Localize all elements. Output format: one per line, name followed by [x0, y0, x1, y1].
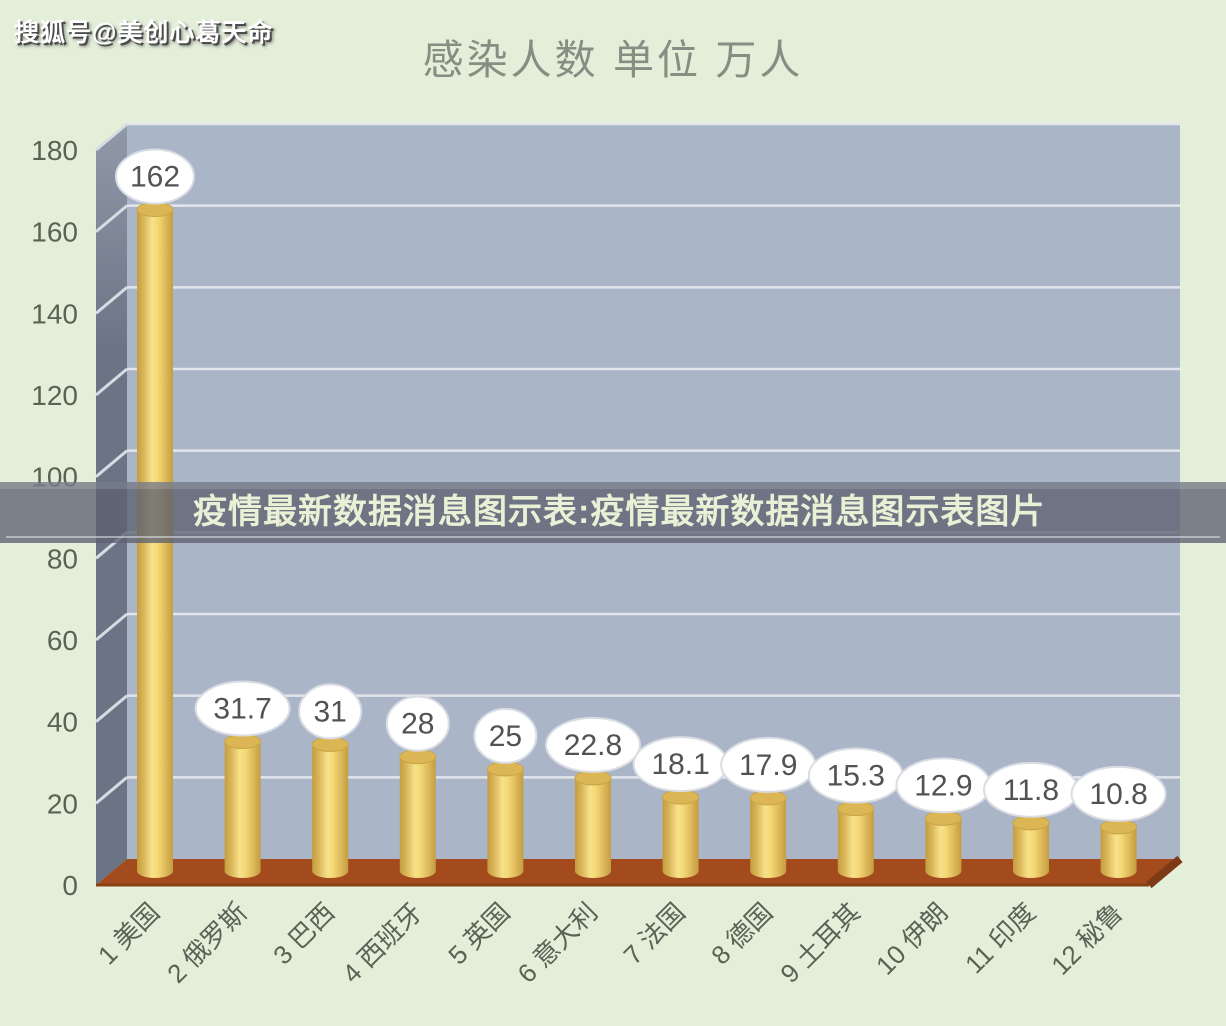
bar-cylinder-body	[1013, 822, 1049, 871]
caption-text: 疫情最新数据消息图示表:疫情最新数据消息图示表图片	[193, 493, 1046, 531]
side-wall-gridstub	[95, 612, 128, 642]
category-label: 7 法国	[618, 897, 691, 970]
value-bubble	[385, 695, 450, 752]
y-tick-label: 160	[31, 217, 78, 248]
caption-banner: 疫情最新数据消息图示表:疫情最新数据消息图示表图片	[0, 482, 1226, 543]
value-label: 11.8	[1003, 774, 1059, 807]
value-bubble	[115, 148, 195, 205]
value-bubble	[1070, 765, 1167, 822]
value-label: 12.9	[914, 769, 972, 802]
value-bubble	[194, 680, 291, 737]
y-tick-label: 0	[62, 870, 78, 901]
bar-cylinder-top	[311, 736, 349, 752]
category-label: 5 英国	[442, 897, 515, 970]
bar-cylinder-top	[749, 790, 787, 806]
value-bubble	[473, 707, 538, 764]
y-tick-label: 180	[31, 135, 78, 166]
bar-cylinder-body	[750, 797, 787, 871]
value-label: 31	[314, 695, 347, 728]
category-label: 3 巴西	[267, 897, 340, 970]
category-label: 9 土耳其	[774, 897, 866, 989]
bar-cylinder-top	[399, 749, 437, 765]
y-tick-label: 120	[31, 380, 78, 411]
bar-cylinder-body	[312, 744, 349, 871]
floor	[96, 859, 1180, 885]
y-tick-label: 60	[47, 625, 78, 656]
bar-cylinder-body	[575, 777, 611, 871]
y-tick-label: 80	[47, 543, 78, 574]
bar-cylinder-body	[487, 768, 524, 871]
side-wall-gridstub	[95, 286, 128, 315]
bar-cylinder-body	[925, 818, 962, 871]
category-label: 12 秘鲁	[1045, 897, 1129, 981]
bar-cylinder-top	[1012, 815, 1050, 831]
category-label: 10 伊朗	[870, 897, 954, 981]
side-wall-gridstub	[95, 776, 128, 805]
bar-cylinder-top	[574, 770, 612, 786]
bar-cylinder-top	[837, 801, 875, 817]
side-wall-gridstub	[95, 204, 128, 233]
category-label: 8 德国	[705, 897, 778, 970]
value-label: 28	[401, 708, 434, 741]
category-label: 6 意大利	[512, 897, 604, 989]
y-tick-label: 20	[47, 788, 78, 819]
value-label: 25	[489, 720, 522, 753]
bar-cylinder-top	[136, 202, 174, 217]
value-label: 15.3	[827, 760, 885, 793]
side-wall-gridstub	[95, 694, 128, 723]
bar-cylinder-body	[837, 808, 874, 871]
side-wall-gridstub	[95, 367, 128, 397]
value-label: 31.7	[213, 693, 271, 726]
category-label: 1 美国	[92, 897, 165, 970]
value-label: 22.8	[564, 729, 622, 762]
category-label: 4 西班牙	[336, 897, 428, 989]
value-bubble	[545, 716, 641, 773]
y-tick-label: 140	[31, 298, 78, 329]
floor-right-shadow	[1146, 855, 1183, 889]
value-label: 17.9	[739, 749, 797, 782]
bar-cylinder-body	[224, 741, 261, 871]
value-label: 18.1	[651, 748, 709, 781]
y-tick-label: 40	[47, 707, 78, 738]
side-wall-gridstub	[95, 122, 128, 152]
bar-cylinder-top	[924, 810, 962, 826]
bar-cylinder-top	[486, 761, 524, 777]
value-bubble	[298, 683, 363, 740]
value-label: 10.8	[1089, 778, 1147, 811]
category-label: 2 俄罗斯	[161, 897, 253, 989]
category-label: 11 印度	[959, 897, 1041, 979]
bar-cylinder-top	[224, 734, 262, 750]
bar-cylinder-body	[399, 756, 436, 871]
bar-cylinder-body	[662, 797, 699, 871]
bar-cylinder-top	[662, 789, 700, 805]
bar-cylinder-top	[1100, 819, 1138, 835]
watermark-sohu: 搜狐号@美创心葛天命	[14, 19, 274, 47]
value-label: 162	[130, 161, 180, 194]
chart-title: 感染人数 单位 万人	[422, 37, 804, 83]
side-wall-gridstub	[95, 449, 128, 478]
